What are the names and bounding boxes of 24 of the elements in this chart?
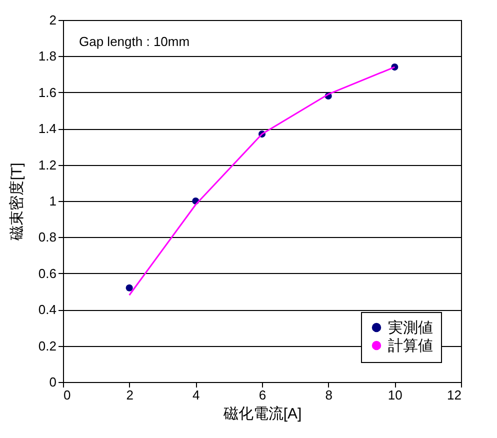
x-tick-label: 2 xyxy=(126,388,134,402)
annotation: Gap length : 10mm xyxy=(79,34,190,49)
y-tick-label: 1.6 xyxy=(38,84,56,100)
y-tick-label: 2 xyxy=(49,12,56,28)
y-tick-label: 1.2 xyxy=(38,157,56,172)
y-tick-label: 0.2 xyxy=(38,338,56,354)
y-tick-label: 0.4 xyxy=(38,302,56,318)
x-tick-label: 10 xyxy=(388,388,402,402)
point xyxy=(126,284,133,292)
y-tick-label: 1 xyxy=(49,194,56,208)
x-tick-label: 12 xyxy=(447,388,462,402)
x-tick-label: 0 xyxy=(64,388,71,402)
x-axis-title: 磁化電流[A] xyxy=(222,406,302,422)
x-tick-label: 8 xyxy=(325,388,332,402)
y-tick-label: 0.6 xyxy=(38,266,56,281)
legend-label: 計算値 xyxy=(388,338,433,354)
legend-label: 実測値 xyxy=(388,320,433,336)
y-tick-label: 0 xyxy=(49,374,56,390)
y-axis-title: 磁束密度[T] xyxy=(8,162,26,242)
y-tick-label: 1.8 xyxy=(38,48,56,64)
y-tick-label: 1.4 xyxy=(38,121,56,136)
x-tick-label: 4 xyxy=(192,388,200,402)
x-tick-label: 6 xyxy=(258,388,266,402)
y-tick-label: 0.8 xyxy=(38,230,56,245)
